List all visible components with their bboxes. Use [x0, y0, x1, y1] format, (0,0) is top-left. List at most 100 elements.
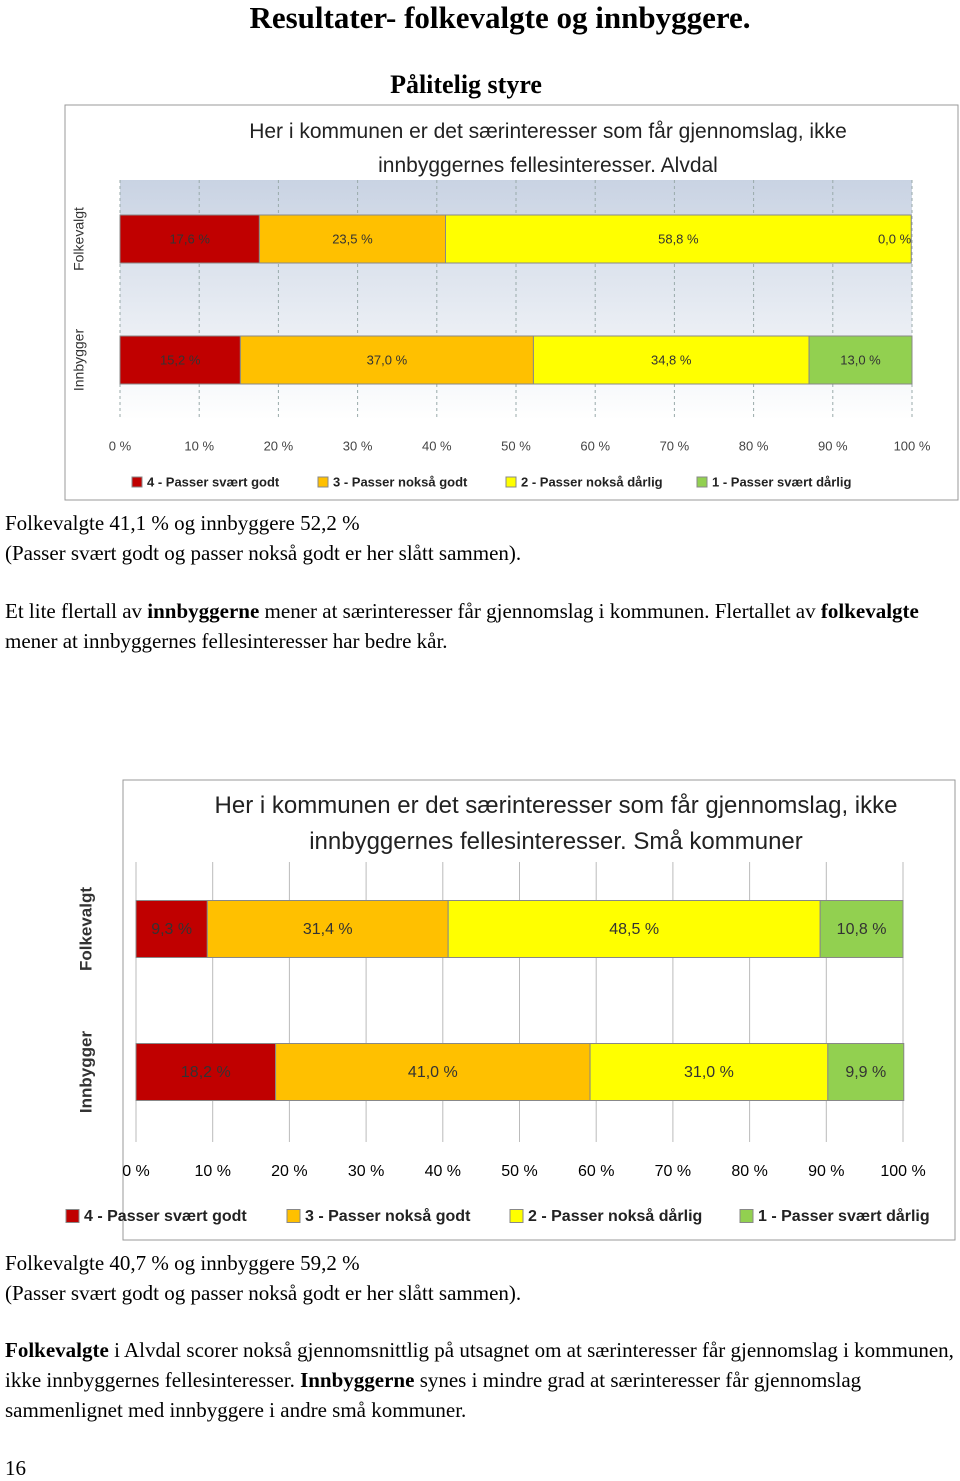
bold-text: innbyggerne — [147, 599, 260, 623]
legend-swatch — [739, 1209, 754, 1223]
chart-title: Her i kommunen er det særinteresser som … — [214, 792, 898, 855]
legend-swatch — [509, 1209, 524, 1223]
x-tick-label: 10 % — [184, 438, 214, 453]
page-number: 16 — [5, 1456, 26, 1480]
x-tick-label: 40 % — [422, 438, 452, 453]
y-category-label: Folkevalgt — [71, 207, 87, 271]
value-label: 34,8 % — [651, 352, 692, 367]
legend-label: 1 - Passer svært dårlig — [758, 1207, 930, 1225]
bold-text: Innbyggerne — [300, 1368, 415, 1392]
value-label: 37,0 % — [367, 352, 408, 367]
legend-label: 4 - Passer svært godt — [84, 1208, 247, 1225]
value-label: 31,0 % — [684, 1064, 734, 1081]
legend-label: 3 - Passer nokså godt — [333, 474, 468, 489]
paragraph: (Passer svært godt og passer nokså godt … — [5, 538, 955, 568]
x-tick-label: 20 % — [264, 438, 294, 453]
text: Folkevalgte 40,7 % og innbyggere 59,2 % — [5, 1251, 360, 1275]
x-tick-label: 30 % — [343, 438, 373, 453]
bar-segment — [119, 214, 260, 264]
bar-segment — [447, 900, 821, 958]
legend-swatch — [505, 476, 517, 488]
value-label: 23,5 % — [332, 231, 373, 246]
bold-text: folkevalgte — [820, 599, 919, 623]
bar-segment — [819, 900, 904, 958]
paragraph: Folkevalgte 41,1 % og innbyggere 52,2 % — [5, 508, 955, 538]
x-tick-label: 0 % — [109, 438, 132, 453]
text: (Passer svært godt og passer nokså godt … — [5, 541, 522, 565]
chart-title: Her i kommunen er det særinteresser som … — [249, 120, 847, 177]
y-category-label: Folkevalgt — [76, 887, 95, 971]
legend-swatch — [131, 476, 143, 488]
page-title: Resultater- folkevalgte og innbyggere. — [249, 0, 751, 35]
x-tick-label: 70 % — [660, 438, 690, 453]
value-label: 9,9 % — [845, 1064, 886, 1081]
legend-label: 2 - Passer nokså dårlig — [528, 1207, 702, 1225]
legend-swatch — [286, 1209, 301, 1223]
legend-swatch — [317, 476, 329, 488]
text: Et lite flertall av — [5, 599, 148, 623]
x-tick-label: 80 % — [731, 1163, 767, 1180]
legend-label: 2 - Passer nokså dårlig — [521, 474, 663, 489]
value-label: 0,0 % — [878, 231, 912, 246]
chart-frame — [64, 104, 959, 501]
x-tick-label: 50 % — [501, 438, 531, 453]
x-tick-label: 90 % — [808, 1163, 844, 1180]
paragraph: (Passer svært godt og passer nokså godt … — [5, 1278, 955, 1308]
x-tick-label: 60 % — [580, 438, 610, 453]
x-tick-label: 100 % — [894, 438, 931, 453]
value-label: 13,0 % — [840, 352, 881, 367]
bar-segment — [206, 900, 449, 958]
text: mener at innbyggernes fellesinteresser h… — [5, 629, 448, 653]
text: mener at særinteresser får gjennomslag i… — [259, 599, 821, 623]
x-tick-label: 80 % — [739, 438, 769, 453]
value-label: 41,0 % — [408, 1064, 458, 1081]
legend-swatch — [65, 1209, 80, 1223]
paragraph: Et lite flertall av innbyggerne mener at… — [5, 596, 955, 656]
x-tick-label: 10 % — [194, 1163, 230, 1180]
bar-segment — [119, 335, 241, 385]
value-label: 31,4 % — [303, 921, 353, 938]
bar-segment — [808, 335, 913, 385]
legend-label: 4 - Passer svært godt — [147, 474, 280, 489]
x-tick-label: 60 % — [578, 1163, 614, 1180]
legend-label: 3 - Passer nokså godt — [305, 1207, 471, 1225]
x-tick-label: 30 % — [348, 1163, 384, 1180]
value-label: 18,2 % — [181, 1064, 231, 1081]
paragraph: Folkevalgte 40,7 % og innbyggere 59,2 % — [5, 1248, 955, 1278]
bold-text: Folkevalgte — [5, 1338, 109, 1362]
value-label: 10,8 % — [837, 921, 887, 938]
value-label: 48,5 % — [609, 921, 659, 938]
legend-label: 1 - Passer svært dårlig — [712, 474, 852, 489]
legend-swatch — [696, 476, 708, 488]
bar-segment — [258, 214, 447, 264]
value-label: 9,3 % — [151, 921, 192, 938]
x-tick-label: 0 % — [122, 1163, 150, 1180]
value-label: 15,2 % — [160, 352, 201, 367]
bar-segment — [275, 1043, 591, 1101]
x-tick-label: 40 % — [425, 1163, 461, 1180]
bar-segment — [589, 1043, 829, 1101]
bar-segment — [239, 335, 534, 385]
x-tick-label: 90 % — [818, 438, 848, 453]
y-category-label: Innbygger — [76, 1031, 95, 1114]
paragraph: Folkevalgte i Alvdal scorer nokså gjenno… — [5, 1335, 955, 1425]
section-title: Pålitelig styre — [390, 70, 542, 99]
x-tick-label: 50 % — [501, 1163, 537, 1180]
text: synes i mindre grad at særinteresser får… — [5, 1368, 862, 1422]
bar-segment — [532, 335, 810, 385]
bar-segment — [135, 1043, 277, 1101]
bar-segment — [827, 1043, 905, 1101]
value-label: 58,8 % — [658, 231, 699, 246]
text: Folkevalgte 41,1 % og innbyggere 52,2 % — [5, 511, 360, 535]
chart-frame — [122, 779, 956, 1241]
text: (Passer svært godt og passer nokså godt … — [5, 1281, 522, 1305]
x-tick-label: 100 % — [880, 1163, 925, 1180]
x-tick-label: 20 % — [271, 1163, 307, 1180]
bar-segment — [445, 214, 912, 264]
value-label: 17,6 % — [169, 231, 210, 246]
y-category-label: Innbygger — [71, 329, 87, 392]
text: i Alvdal scorer nokså gjennomsnittlig på… — [5, 1338, 954, 1392]
x-tick-label: 70 % — [655, 1163, 691, 1180]
